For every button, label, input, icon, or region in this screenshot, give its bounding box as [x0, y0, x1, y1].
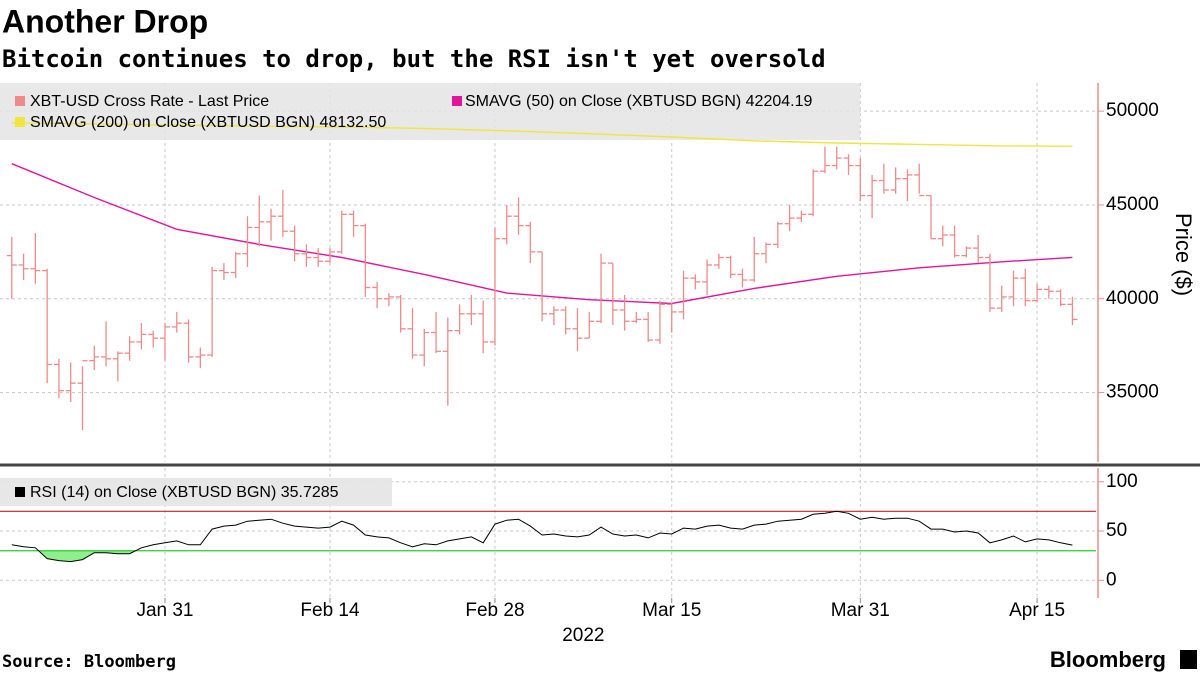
oversold-fill — [38, 550, 136, 562]
x-tick-label: Apr 15 — [1009, 600, 1065, 621]
moving-average-line — [11, 122, 1073, 147]
rsi-y-tick-label: 0 — [1106, 569, 1117, 590]
y-tick-label: 40000 — [1106, 288, 1159, 309]
legend-swatch — [15, 96, 25, 106]
rsi-y-tick-label: 50 — [1106, 520, 1127, 541]
x-axis-label: 2022 — [562, 625, 604, 646]
x-tick-label: Jan 31 — [136, 600, 193, 621]
legend-swatch — [452, 96, 462, 106]
chart-title: Another Drop — [2, 3, 208, 39]
legend-label: SMAVG (200) on Close (XBTUSD BGN) 48132.… — [30, 114, 386, 131]
y-tick-label: 45000 — [1106, 194, 1159, 215]
x-tick-label: Feb 28 — [465, 600, 524, 621]
legend-box — [0, 83, 860, 140]
legend-swatch — [15, 487, 25, 497]
brand: Bloomberg — [1050, 647, 1166, 672]
y-tick-label: 50000 — [1106, 100, 1159, 121]
rsi-y-tick-label: 100 — [1106, 471, 1138, 492]
legend-swatch — [15, 117, 25, 127]
x-tick-label: Mar 31 — [831, 600, 890, 621]
legend-label: RSI (14) on Close (XBTUSD BGN) 35.7285 — [30, 484, 339, 501]
chart-subtitle: Bitcoin continues to drop, but the RSI i… — [2, 45, 826, 73]
source: Source: Bloomberg — [2, 652, 176, 672]
rsi-legend-box — [0, 478, 392, 506]
legend-label: XBT-USD Cross Rate - Last Price — [30, 93, 269, 110]
y-axis-label: Price ($) — [1171, 213, 1196, 296]
legend-label: SMAVG (50) on Close (XBTUSD BGN) 42204.1… — [465, 93, 812, 110]
moving-average-line — [11, 163, 1073, 305]
y-tick-label: 35000 — [1106, 382, 1159, 403]
x-tick-label: Feb 14 — [300, 600, 360, 621]
rsi-line — [11, 510, 1073, 563]
brand-icon — [1180, 650, 1197, 669]
x-tick-label: Mar 15 — [642, 600, 701, 621]
